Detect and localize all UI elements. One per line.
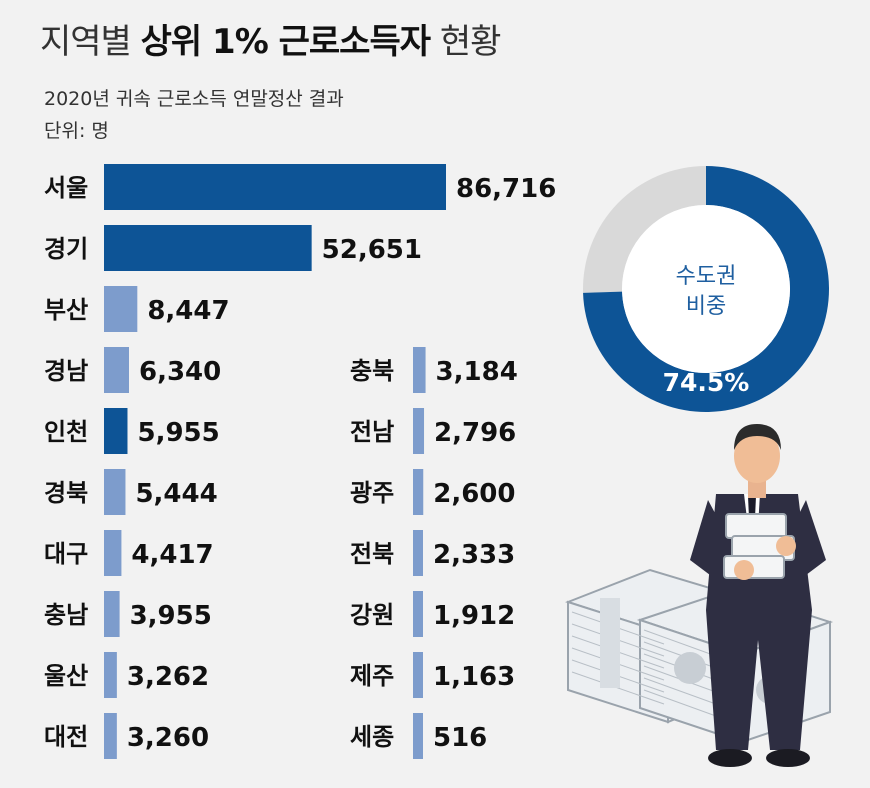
bar <box>104 530 122 576</box>
bar <box>104 713 117 759</box>
donut-center-text: 수도권 <box>676 264 737 289</box>
value-label: 8,447 <box>147 296 229 326</box>
bar <box>104 286 138 332</box>
category-label: 대전 <box>44 723 88 751</box>
value-label: 1,912 <box>433 601 515 631</box>
value-label: 1,163 <box>433 662 515 692</box>
bar <box>104 591 120 637</box>
category-label: 전남 <box>350 418 394 446</box>
category-label: 경기 <box>44 235 88 263</box>
bar <box>413 408 425 454</box>
category-label: 세종 <box>350 723 394 751</box>
subtitle: 2020년 귀속 근로소득 연말정산 결과 <box>44 88 344 110</box>
category-label: 부산 <box>44 296 88 324</box>
bar <box>413 591 423 637</box>
unit-label: 단위: 명 <box>44 120 109 142</box>
bar <box>413 469 424 515</box>
value-label: 4,417 <box>131 540 213 570</box>
value-label: 2,600 <box>433 479 515 509</box>
value-label: 516 <box>433 723 487 753</box>
page-title: 지역별 상위 1% 근로소득자 현황 <box>40 14 502 63</box>
bar <box>413 713 423 759</box>
bar <box>104 225 312 271</box>
category-label: 충남 <box>44 601 88 629</box>
donut-percent-label: 74.5% <box>663 368 750 397</box>
category-label: 경남 <box>44 357 88 385</box>
category-label: 광주 <box>350 479 394 507</box>
donut-slice <box>583 166 829 412</box>
bar <box>104 347 130 393</box>
category-label: 경북 <box>44 479 88 507</box>
bar <box>104 164 446 210</box>
bar-chart: 서울 86,716 경기 52,651 부산 8,447 경남 6,340 인천 5,955 경북 5… <box>44 164 556 759</box>
bar <box>413 652 423 698</box>
donut-center-text: 비중 <box>686 294 726 319</box>
value-label: 2,796 <box>434 418 516 448</box>
bar <box>413 530 423 576</box>
category-label: 인천 <box>44 418 88 446</box>
bar <box>413 347 426 393</box>
category-label: 울산 <box>44 662 88 690</box>
bar <box>104 469 126 515</box>
value-label: 5,955 <box>137 418 219 448</box>
bar <box>104 408 128 454</box>
title-part2: 상위 1% 근로소득자 <box>140 22 431 62</box>
category-label: 제주 <box>350 662 394 690</box>
value-label: 52,651 <box>322 235 422 265</box>
value-label: 6,340 <box>139 357 221 387</box>
value-label: 2,333 <box>433 540 515 570</box>
donut-slice <box>582 166 706 293</box>
title-part1: 지역별 <box>40 22 141 62</box>
value-label: 3,260 <box>127 723 209 753</box>
category-label: 충북 <box>350 357 394 385</box>
value-label: 86,716 <box>456 174 556 204</box>
category-label: 강원 <box>350 601 394 629</box>
title-part3: 현황 <box>430 22 502 62</box>
value-label: 3,262 <box>127 662 209 692</box>
bar <box>104 652 117 698</box>
category-label: 대구 <box>44 540 88 568</box>
value-label: 5,444 <box>135 479 217 509</box>
value-label: 3,184 <box>436 357 518 387</box>
value-label: 3,955 <box>130 601 212 631</box>
category-label: 서울 <box>44 174 88 202</box>
businessman-holding-money-icon <box>565 424 834 767</box>
donut-hole <box>622 205 790 373</box>
category-label: 전북 <box>350 540 394 568</box>
